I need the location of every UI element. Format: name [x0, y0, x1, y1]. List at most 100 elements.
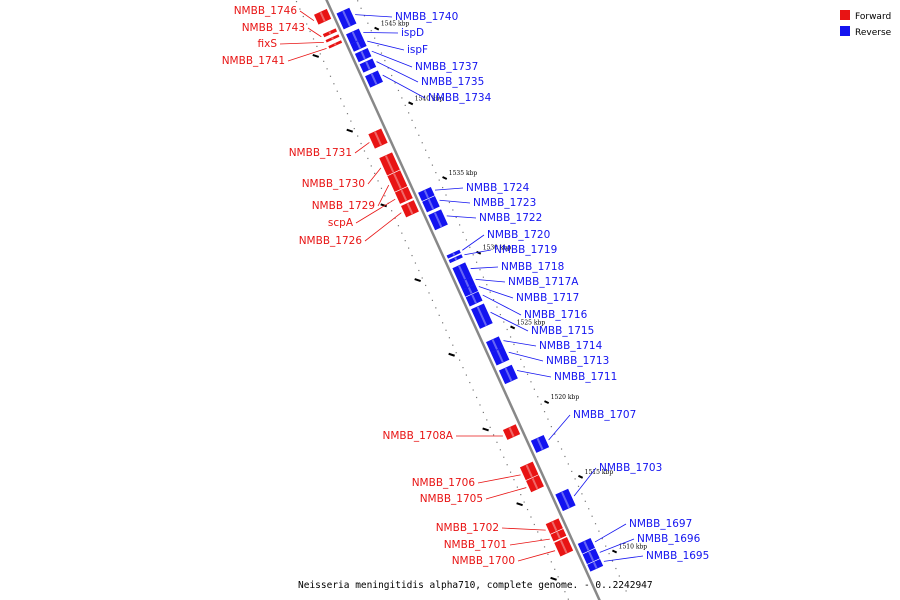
- gene-block[interactable]: [486, 336, 504, 353]
- gene-block[interactable]: [582, 548, 600, 565]
- gene-label[interactable]: NMBB_1719: [494, 244, 557, 256]
- gene-feature[interactable]: NMBB_1711: [498, 364, 618, 385]
- gene-label[interactable]: scpA: [328, 217, 354, 229]
- gene-block[interactable]: [400, 200, 419, 218]
- gene-label[interactable]: NMBB_1722: [479, 212, 542, 224]
- gene-label[interactable]: NMBB_1740: [395, 11, 458, 23]
- gene-label[interactable]: NMBB_1718: [501, 261, 564, 273]
- gene-label[interactable]: NMBB_1720: [487, 229, 550, 241]
- gene-block[interactable]: [452, 262, 472, 283]
- gene-block[interactable]: [336, 7, 357, 30]
- gene-label[interactable]: NMBB_1743: [242, 22, 305, 34]
- gene-block[interactable]: [359, 58, 377, 73]
- gene-feature[interactable]: NMBB_1715: [471, 303, 595, 337]
- gene-block[interactable]: [322, 28, 338, 38]
- gene-feature[interactable]: NMBB_1717: [462, 284, 579, 304]
- gene-block[interactable]: [314, 8, 332, 25]
- gene-block[interactable]: [350, 38, 367, 52]
- gene-block[interactable]: [346, 28, 364, 45]
- gene-block[interactable]: [587, 558, 604, 572]
- gene-label[interactable]: NMBB_1701: [444, 539, 507, 551]
- gene-block[interactable]: [490, 346, 510, 366]
- gene-label[interactable]: NMBB_1702: [436, 522, 499, 534]
- gene-feature[interactable]: NMBB_1714: [486, 336, 603, 353]
- gene-feature[interactable]: NMBB_1734: [365, 70, 492, 104]
- gene-label[interactable]: NMBB_1730: [302, 178, 365, 190]
- gene-block[interactable]: [379, 152, 400, 176]
- gene-feature[interactable]: NMBB_1729: [312, 170, 408, 212]
- gene-block[interactable]: [394, 186, 413, 204]
- gene-feature[interactable]: NMBB_1743: [242, 22, 338, 38]
- gene-feature[interactable]: NMBB_1701: [444, 528, 567, 551]
- gene-label[interactable]: NMBB_1705: [420, 493, 483, 505]
- gene-feature[interactable]: NMBB_1702: [436, 518, 563, 535]
- gene-label[interactable]: NMBB_1729: [312, 200, 375, 212]
- gene-label[interactable]: NMBB_1715: [531, 325, 594, 337]
- gene-block[interactable]: [471, 303, 493, 329]
- gene-feature[interactable]: NMBB_1723: [422, 195, 536, 213]
- gene-label[interactable]: NMBB_1695: [646, 550, 709, 562]
- gene-feature[interactable]: NMBB_1730: [302, 152, 400, 190]
- gene-block[interactable]: [550, 528, 567, 542]
- gene-feature[interactable]: NMBB_1695: [587, 550, 709, 572]
- gene-feature[interactable]: NMBB_1707: [530, 409, 637, 453]
- gene-block[interactable]: [365, 70, 383, 88]
- gene-block[interactable]: [428, 209, 448, 231]
- gene-feature[interactable]: NMBB_1713: [490, 346, 609, 367]
- gene-feature[interactable]: NMBB_1737: [354, 48, 479, 73]
- gene-block[interactable]: [526, 475, 544, 493]
- gene-feature[interactable]: NMBB_1722: [428, 209, 542, 231]
- gene-label[interactable]: NMBB_1697: [629, 518, 692, 530]
- gene-block[interactable]: [354, 48, 372, 63]
- gene-label[interactable]: NMBB_1714: [539, 340, 603, 352]
- gene-feature[interactable]: NMBB_1719: [448, 244, 557, 264]
- gene-label[interactable]: NMBB_1734: [428, 92, 492, 104]
- gene-label[interactable]: NMBB_1707: [573, 409, 636, 421]
- gene-feature[interactable]: NMBB_1726: [299, 200, 419, 247]
- gene-label[interactable]: NMBB_1703: [599, 462, 662, 474]
- gene-feature[interactable]: NMBB_1697: [577, 518, 692, 554]
- gene-feature[interactable]: ispF: [350, 38, 428, 56]
- gene-feature[interactable]: fixS: [258, 34, 340, 50]
- gene-label[interactable]: NMBB_1713: [546, 355, 609, 367]
- gene-feature[interactable]: NMBB_1718: [452, 261, 564, 283]
- gene-label[interactable]: NMBB_1735: [421, 76, 484, 88]
- gene-label[interactable]: fixS: [258, 38, 278, 50]
- gene-feature[interactable]: ispD: [346, 27, 424, 45]
- gene-block[interactable]: [465, 291, 483, 307]
- gene-feature[interactable]: NMBB_1706: [412, 461, 539, 489]
- gene-label[interactable]: NMBB_1726: [299, 235, 363, 247]
- gene-feature[interactable]: NMBB_1716: [465, 291, 588, 321]
- gene-block[interactable]: [422, 195, 440, 213]
- gene-label[interactable]: NMBB_1724: [466, 182, 530, 194]
- gene-feature[interactable]: NMBB_1740: [336, 7, 458, 30]
- gene-label[interactable]: ispD: [401, 27, 424, 39]
- gene-label[interactable]: NMBB_1716: [524, 309, 588, 321]
- gene-label[interactable]: NMBB_1711: [554, 371, 617, 383]
- gene-feature[interactable]: NMBB_1741: [222, 40, 343, 67]
- gene-block[interactable]: [555, 488, 576, 512]
- gene-feature[interactable]: NMBB_1720: [446, 229, 550, 259]
- gene-block[interactable]: [554, 537, 574, 557]
- gene-feature[interactable]: NMBB_1708A: [383, 424, 521, 442]
- gene-feature[interactable]: NMBB_1731: [289, 128, 388, 159]
- gene-block[interactable]: [368, 128, 388, 149]
- gene-label[interactable]: NMBB_1723: [473, 197, 536, 209]
- gene-feature[interactable]: NMBB_1700: [452, 537, 574, 567]
- gene-block[interactable]: [498, 364, 518, 385]
- gene-block[interactable]: [530, 434, 550, 453]
- gene-feature[interactable]: NMBB_1696: [582, 533, 701, 565]
- gene-block[interactable]: [462, 284, 479, 297]
- gene-label[interactable]: NMBB_1741: [222, 55, 285, 67]
- gene-label[interactable]: NMBB_1708A: [383, 430, 454, 442]
- gene-label[interactable]: NMBB_1717: [516, 292, 579, 304]
- gene-label[interactable]: NMBB_1746: [234, 5, 298, 17]
- gene-block[interactable]: [458, 276, 476, 291]
- gene-label[interactable]: NMBB_1717A: [508, 276, 579, 288]
- gene-feature[interactable]: scpA: [328, 186, 413, 229]
- gene-label[interactable]: NMBB_1706: [412, 477, 476, 489]
- gene-block[interactable]: [545, 518, 563, 535]
- gene-feature[interactable]: NMBB_1717A: [458, 276, 580, 291]
- gene-label[interactable]: NMBB_1731: [289, 147, 352, 159]
- gene-feature[interactable]: NMBB_1746: [234, 5, 332, 25]
